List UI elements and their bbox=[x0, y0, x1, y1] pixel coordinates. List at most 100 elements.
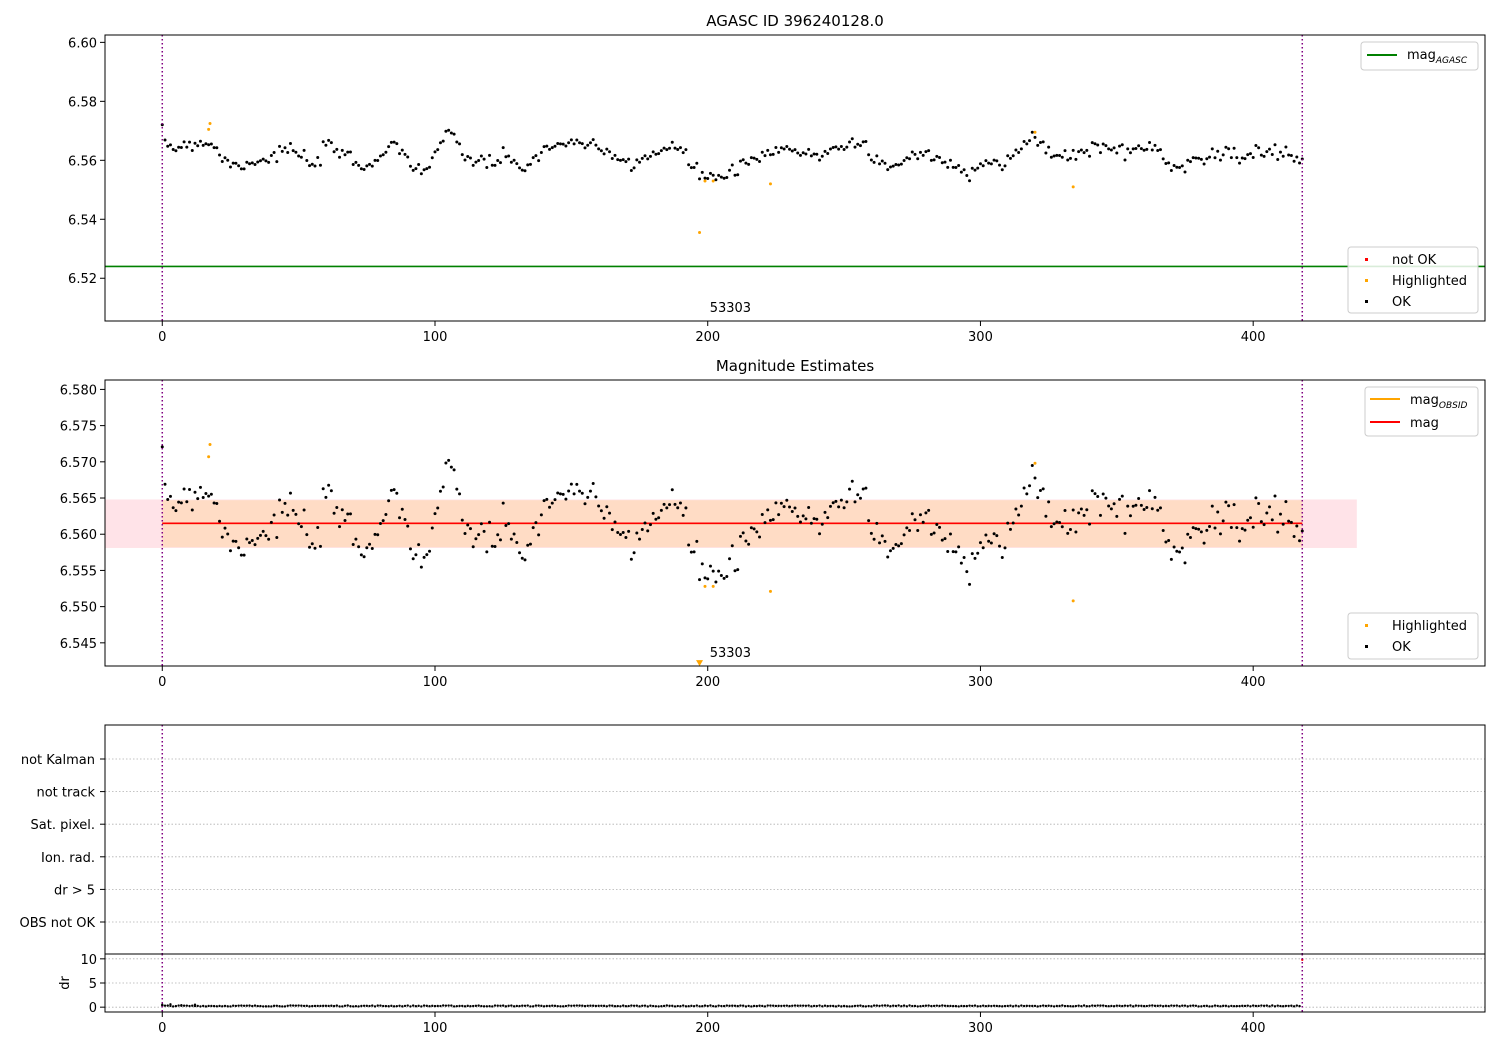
ok-point bbox=[302, 148, 306, 152]
ok-point bbox=[1093, 492, 1097, 496]
ok-point bbox=[1273, 494, 1277, 498]
dr-point bbox=[362, 1004, 366, 1007]
ok-point bbox=[651, 150, 655, 154]
dr-point bbox=[403, 1004, 407, 1008]
ok-point bbox=[938, 156, 942, 160]
dr-point bbox=[851, 1005, 854, 1008]
ok-point bbox=[831, 145, 835, 149]
dr-point bbox=[755, 1004, 759, 1008]
dr-point bbox=[1044, 1004, 1048, 1008]
ok-point bbox=[455, 140, 459, 144]
ok-point bbox=[474, 537, 478, 541]
ok-point bbox=[490, 544, 494, 548]
ok-point bbox=[976, 166, 980, 170]
ok-point bbox=[392, 140, 396, 144]
ok-point bbox=[558, 492, 562, 496]
ok-point bbox=[837, 147, 841, 151]
ok-point bbox=[766, 148, 770, 152]
ok-point bbox=[550, 501, 554, 505]
ok-point bbox=[1281, 522, 1285, 526]
dr-point bbox=[458, 1004, 461, 1008]
dr-point bbox=[621, 1004, 625, 1007]
dr-point bbox=[984, 1004, 988, 1008]
ok-point bbox=[886, 168, 890, 172]
ok-point bbox=[763, 521, 767, 525]
ok-point bbox=[676, 506, 680, 510]
ok-point bbox=[771, 518, 775, 522]
ok-point bbox=[1197, 156, 1201, 160]
highlighted-point bbox=[1033, 130, 1037, 134]
ok-point bbox=[545, 497, 549, 501]
dr-point bbox=[924, 1004, 928, 1007]
ok-point bbox=[575, 138, 579, 142]
ok-point bbox=[916, 528, 920, 532]
dr-point bbox=[371, 1004, 374, 1007]
ok-point bbox=[605, 505, 609, 509]
ok-point bbox=[398, 152, 402, 156]
dr-point bbox=[799, 1004, 802, 1007]
ok-point bbox=[668, 146, 672, 150]
ok-point bbox=[897, 163, 901, 167]
ok-point bbox=[897, 544, 901, 548]
dr-point bbox=[1273, 1005, 1277, 1008]
ok-point bbox=[1044, 514, 1048, 518]
ok-point bbox=[1238, 161, 1242, 165]
ok-point bbox=[1251, 525, 1255, 529]
ok-point bbox=[788, 505, 792, 509]
dr-point bbox=[1262, 1004, 1266, 1008]
ok-point bbox=[1224, 500, 1228, 504]
dr-point bbox=[1020, 1004, 1023, 1007]
ok-point bbox=[1175, 549, 1179, 553]
ok-point bbox=[1079, 507, 1083, 511]
ok-point bbox=[278, 498, 282, 502]
dr-point bbox=[1145, 1004, 1149, 1008]
dr-point bbox=[591, 1004, 595, 1007]
ok-point bbox=[548, 147, 552, 151]
ok-point bbox=[362, 168, 366, 172]
ok-point bbox=[1101, 492, 1105, 496]
ok-point bbox=[561, 492, 565, 496]
ok-point bbox=[1134, 503, 1138, 507]
ok-point bbox=[1033, 135, 1037, 139]
flag-category-label: not Kalman bbox=[21, 753, 95, 768]
ok-point bbox=[354, 537, 358, 541]
ok-point bbox=[373, 158, 377, 162]
dr-point bbox=[251, 1004, 254, 1008]
ok-point bbox=[1156, 508, 1160, 512]
ok-point bbox=[305, 533, 309, 537]
ok-point bbox=[867, 153, 871, 157]
ok-point bbox=[1227, 147, 1231, 151]
ok-point bbox=[782, 147, 786, 151]
ok-point bbox=[269, 153, 273, 157]
ok-point bbox=[613, 520, 617, 524]
dr-point bbox=[758, 1004, 761, 1007]
ok-point bbox=[826, 516, 830, 520]
ok-point bbox=[736, 568, 740, 572]
dr-point bbox=[272, 1004, 276, 1008]
dr-point bbox=[1025, 1004, 1029, 1008]
ok-point bbox=[338, 525, 342, 529]
ok-point bbox=[1289, 153, 1293, 157]
ok-point bbox=[1183, 561, 1187, 565]
dr-point bbox=[728, 1004, 731, 1008]
dr-point bbox=[411, 1004, 415, 1007]
dr-point bbox=[886, 1004, 889, 1007]
ok-point bbox=[575, 482, 579, 486]
legend-mag-obsid: magOBSID bbox=[1410, 393, 1468, 411]
y-tick-label: 0 bbox=[89, 1001, 97, 1016]
dr-point bbox=[611, 1004, 614, 1007]
ok-point bbox=[1221, 519, 1225, 523]
ok-point bbox=[738, 159, 742, 163]
ok-point bbox=[215, 146, 219, 150]
ok-point bbox=[215, 501, 219, 505]
dr-point bbox=[570, 1004, 573, 1008]
dr-point bbox=[395, 1004, 399, 1008]
dr-point bbox=[900, 1004, 903, 1008]
x-tick-label: 0 bbox=[158, 675, 166, 690]
dr-point bbox=[1052, 1005, 1056, 1008]
ok-point bbox=[441, 485, 445, 489]
ok-point bbox=[1254, 496, 1258, 500]
ok-point bbox=[343, 153, 347, 157]
legend-marker-not-ok bbox=[1365, 258, 1368, 261]
ok-point bbox=[1205, 528, 1209, 532]
